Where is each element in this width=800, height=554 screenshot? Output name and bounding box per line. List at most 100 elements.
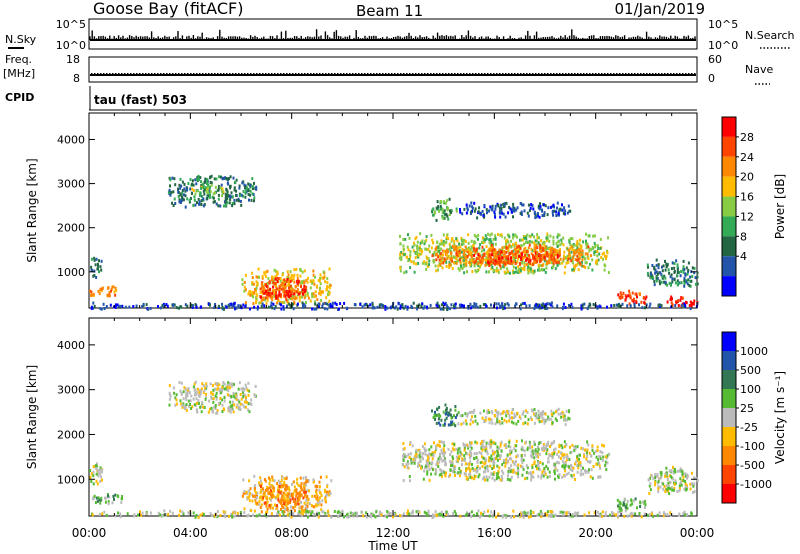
data-cell <box>145 303 148 307</box>
data-cell <box>520 244 523 248</box>
data-cell <box>483 462 486 466</box>
nave-dot <box>505 73 507 75</box>
data-cell <box>224 198 227 201</box>
data-cell <box>243 289 246 293</box>
data-cell <box>296 477 299 481</box>
data-cell <box>502 205 505 209</box>
data-cell <box>516 250 519 254</box>
data-cell <box>253 196 256 200</box>
data-cell <box>538 207 541 211</box>
data-cell <box>432 213 434 217</box>
data-cell <box>181 189 184 192</box>
data-cell <box>326 277 329 281</box>
data-cell <box>584 261 587 265</box>
data-cell <box>266 500 269 504</box>
data-cell <box>280 501 282 505</box>
data-cell <box>407 233 409 237</box>
data-cell <box>241 278 244 282</box>
data-cell <box>473 468 476 472</box>
data-cell <box>510 475 513 479</box>
data-cell <box>191 182 193 186</box>
nave-dot <box>445 73 447 75</box>
data-cell <box>283 292 286 296</box>
data-cell <box>229 400 232 404</box>
data-cell <box>452 457 455 461</box>
data-cell <box>577 466 580 470</box>
data-cell <box>516 260 519 264</box>
data-cell <box>247 496 250 500</box>
data-cell <box>466 452 469 456</box>
data-cell <box>535 464 537 468</box>
data-cell <box>443 249 446 253</box>
data-cell <box>247 182 250 186</box>
data-cell <box>545 266 548 270</box>
colorbar-tick-label: 16 <box>740 191 754 204</box>
data-cell <box>395 305 398 309</box>
data-cell <box>597 258 600 262</box>
data-cell <box>467 305 469 308</box>
data-cell <box>603 268 606 272</box>
data-cell <box>551 210 554 214</box>
data-cell <box>558 233 561 237</box>
data-cell <box>645 303 648 307</box>
data-cell <box>514 449 517 453</box>
data-cell <box>488 442 491 446</box>
data-cell <box>180 184 183 188</box>
data-cell <box>566 211 569 215</box>
data-cell <box>693 271 696 275</box>
data-cell <box>481 442 484 446</box>
data-cell <box>439 259 442 263</box>
data-cell <box>226 193 229 197</box>
data-cell <box>181 180 184 184</box>
data-cell <box>307 498 310 502</box>
data-cell <box>424 247 427 251</box>
data-cell <box>286 270 289 274</box>
data-cell <box>326 281 329 285</box>
data-cell <box>527 260 530 264</box>
data-cell <box>256 294 259 298</box>
data-cell <box>260 488 263 492</box>
data-cell <box>244 301 247 305</box>
data-cell <box>482 477 485 481</box>
data-cell <box>250 398 253 402</box>
data-cell <box>522 410 525 414</box>
data-cell <box>562 305 565 309</box>
data-cell <box>202 391 205 395</box>
data-cell <box>529 471 532 475</box>
data-cell <box>95 257 98 261</box>
data-cell <box>402 244 405 248</box>
data-cell <box>238 199 240 203</box>
data-cell <box>585 469 588 473</box>
data-cell <box>502 203 505 206</box>
data-cell <box>570 259 573 263</box>
data-cell <box>243 183 246 187</box>
data-cell <box>479 254 481 258</box>
data-cell <box>247 292 250 296</box>
data-cell <box>525 409 528 413</box>
data-cell <box>458 303 461 307</box>
data-cell <box>660 304 663 308</box>
nave-trace <box>91 73 696 75</box>
data-cell <box>571 305 574 309</box>
data-cell <box>265 283 268 286</box>
data-cell <box>496 257 499 261</box>
data-cell <box>438 254 441 258</box>
data-cell <box>253 486 256 490</box>
data-cell <box>535 239 538 243</box>
data-cell <box>438 249 441 253</box>
nave-dot <box>229 73 231 75</box>
data-cell <box>494 234 497 238</box>
nave-dot <box>385 73 387 75</box>
data-cell <box>617 303 620 307</box>
data-cell <box>533 421 536 425</box>
data-cell <box>586 245 589 248</box>
data-cell <box>207 183 210 187</box>
data-cell <box>617 293 620 297</box>
data-cell <box>298 497 301 500</box>
data-cell <box>424 240 427 244</box>
data-cell <box>302 304 304 307</box>
data-cell <box>579 263 582 266</box>
data-cell <box>532 271 535 275</box>
data-cell <box>199 176 202 180</box>
